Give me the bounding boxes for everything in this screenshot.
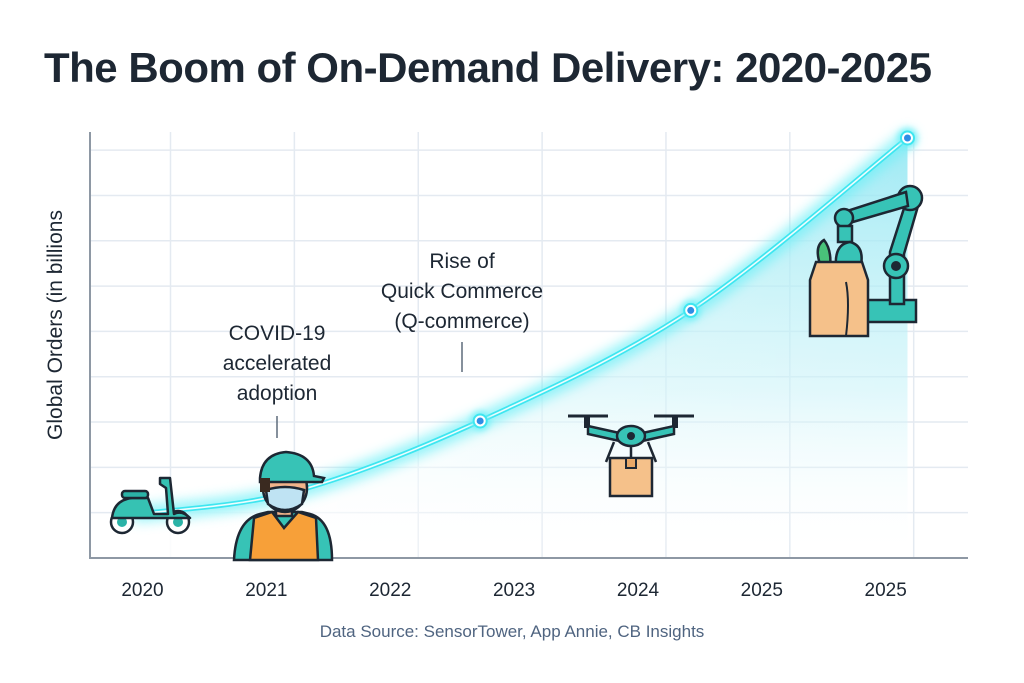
x-tick-label: 2025 — [865, 580, 907, 601]
scooter-icon — [109, 476, 192, 535]
series-line-highlight — [138, 137, 909, 515]
x-tick-label: 2023 — [493, 580, 535, 601]
annotation-line: Rise of — [429, 250, 495, 273]
data-point-core — [476, 417, 484, 425]
annotation-line: (Q-commerce) — [394, 310, 529, 333]
chart-title: The Boom of On-Demand Delivery: 2020-202… — [44, 44, 932, 91]
x-tick-label: 2021 — [245, 580, 287, 601]
x-tick-label: 2022 — [369, 580, 411, 601]
data-point-core — [687, 306, 695, 314]
annotation-line: accelerated — [223, 352, 332, 375]
delivery-person-icon — [232, 450, 334, 562]
annotation-line: COVID-19 — [229, 322, 326, 345]
annotation-line: adoption — [237, 382, 318, 405]
y-axis-label: Global Orders (in billions — [44, 210, 67, 440]
x-tick-label: 2020 — [121, 580, 163, 601]
annotation-line: Quick Commerce — [381, 280, 543, 303]
data-source: Data Source: SensorTower, App Annie, CB … — [319, 622, 705, 641]
delivery-drone-icon — [568, 414, 694, 498]
series-area-fade — [139, 138, 908, 558]
data-point-core — [903, 134, 911, 142]
x-tick-label: 2024 — [617, 580, 660, 601]
robot-arm-grocery-icon — [808, 184, 924, 338]
x-tick-label: 2025 — [741, 580, 783, 601]
